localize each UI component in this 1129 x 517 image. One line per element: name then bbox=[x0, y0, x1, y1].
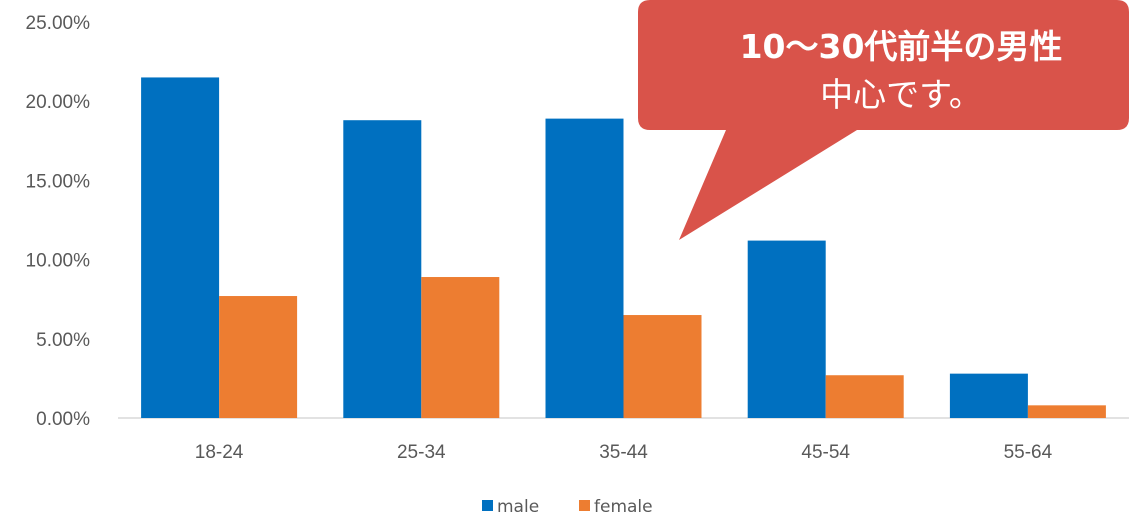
legend-label-female: female bbox=[594, 497, 653, 517]
x-axis-labels: 18-24 25-34 35-44 45-54 55-64 bbox=[195, 442, 1053, 463]
bar-female bbox=[219, 296, 298, 418]
y-tick-label: 0.00% bbox=[36, 409, 90, 430]
bar-male bbox=[949, 373, 1028, 418]
bars bbox=[141, 77, 1106, 419]
y-tick-label: 10.00% bbox=[26, 251, 91, 272]
bar-male bbox=[141, 77, 220, 418]
legend-swatch-male bbox=[482, 500, 493, 511]
bar-male bbox=[545, 118, 624, 419]
y-tick-label: 20.00% bbox=[26, 92, 91, 113]
y-axis-ticks: 0.00% 5.00% 10.00% 15.00% 20.00% 25.00% bbox=[26, 13, 91, 430]
legend-label-male: male bbox=[497, 497, 539, 517]
x-tick-label: 35-44 bbox=[599, 442, 648, 463]
y-tick-label: 25.00% bbox=[26, 13, 91, 34]
legend: male female bbox=[482, 497, 653, 517]
callout-title: 10～30代前半の男性 bbox=[740, 27, 1063, 66]
bar-female bbox=[623, 315, 702, 418]
bar-male bbox=[747, 240, 826, 418]
legend-swatch-female bbox=[579, 500, 590, 511]
callout: 10～30代前半の男性 中心です。 bbox=[638, 0, 1129, 240]
bar-male bbox=[343, 120, 422, 418]
bar-female bbox=[1027, 405, 1106, 418]
bar-female bbox=[421, 277, 500, 418]
y-tick-label: 5.00% bbox=[36, 330, 90, 351]
callout-subtitle: 中心です。 bbox=[820, 75, 982, 114]
x-tick-label: 45-54 bbox=[801, 442, 850, 463]
x-tick-label: 25-34 bbox=[397, 442, 446, 463]
x-tick-label: 55-64 bbox=[1004, 442, 1053, 463]
y-tick-label: 15.00% bbox=[26, 171, 91, 192]
bar-female bbox=[825, 375, 904, 418]
x-tick-label: 18-24 bbox=[195, 442, 244, 463]
callout-bubble bbox=[638, 0, 1129, 240]
